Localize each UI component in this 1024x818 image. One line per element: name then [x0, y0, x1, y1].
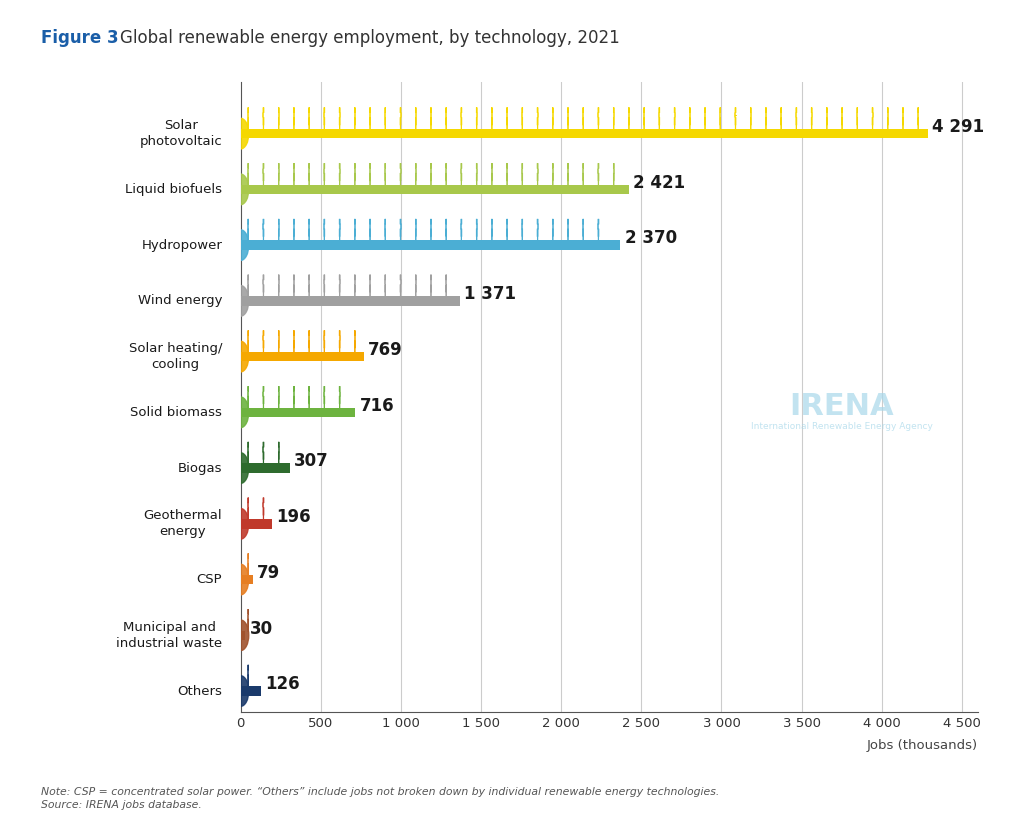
- Text: IRENA: IRENA: [790, 393, 894, 421]
- Text: 196: 196: [276, 508, 310, 526]
- Ellipse shape: [232, 620, 249, 650]
- Ellipse shape: [232, 285, 249, 317]
- Text: 79: 79: [257, 564, 281, 582]
- Text: Others: Others: [177, 685, 222, 698]
- Text: International Renewable Energy Agency: International Renewable Energy Agency: [751, 422, 933, 431]
- Text: 2 370: 2 370: [625, 229, 677, 247]
- Text: Municipal and
industrial waste: Municipal and industrial waste: [116, 621, 222, 649]
- Text: Biogas: Biogas: [178, 461, 222, 474]
- Text: Source: IRENA jobs database.: Source: IRENA jobs database.: [41, 800, 202, 810]
- Text: 126: 126: [265, 676, 299, 694]
- Text: 716: 716: [359, 397, 394, 415]
- Ellipse shape: [232, 174, 249, 204]
- Text: Note: CSP = concentrated solar power. “Others” include jobs not broken down by i: Note: CSP = concentrated solar power. “O…: [41, 787, 719, 797]
- Ellipse shape: [232, 452, 249, 483]
- Bar: [241, 129, 929, 138]
- Bar: [241, 519, 272, 528]
- Text: Liquid biofuels: Liquid biofuels: [125, 183, 222, 196]
- Text: CSP: CSP: [197, 573, 222, 586]
- Bar: [241, 352, 364, 362]
- Ellipse shape: [232, 564, 249, 595]
- Ellipse shape: [232, 676, 249, 707]
- Bar: [241, 185, 629, 194]
- Text: Solid biomass: Solid biomass: [130, 406, 222, 419]
- Ellipse shape: [232, 341, 249, 372]
- Ellipse shape: [232, 230, 249, 260]
- Text: 2 421: 2 421: [633, 173, 685, 191]
- Text: 1 371: 1 371: [465, 285, 516, 303]
- Bar: [241, 686, 261, 696]
- Ellipse shape: [232, 119, 249, 149]
- Text: 307: 307: [294, 452, 329, 470]
- Bar: [241, 463, 290, 473]
- Text: Wind energy: Wind energy: [137, 294, 222, 308]
- Bar: [241, 240, 621, 249]
- Text: Figure 3: Figure 3: [41, 29, 119, 47]
- Bar: [241, 296, 461, 306]
- Bar: [241, 575, 253, 584]
- Ellipse shape: [232, 509, 249, 539]
- Text: Hydropower: Hydropower: [141, 239, 222, 252]
- X-axis label: Jobs (thousands): Jobs (thousands): [866, 739, 978, 752]
- Text: Global renewable energy employment, by technology, 2021: Global renewable energy employment, by t…: [120, 29, 620, 47]
- Text: 4 291: 4 291: [933, 118, 984, 136]
- Text: Solar
photovoltaic: Solar photovoltaic: [139, 119, 222, 148]
- Bar: [241, 407, 355, 417]
- Ellipse shape: [232, 397, 249, 428]
- Text: Geothermal
energy: Geothermal energy: [143, 510, 222, 538]
- Bar: [241, 631, 246, 640]
- Text: 30: 30: [250, 619, 272, 637]
- Text: Solar heating/
cooling: Solar heating/ cooling: [129, 342, 222, 371]
- Text: 769: 769: [368, 341, 402, 359]
